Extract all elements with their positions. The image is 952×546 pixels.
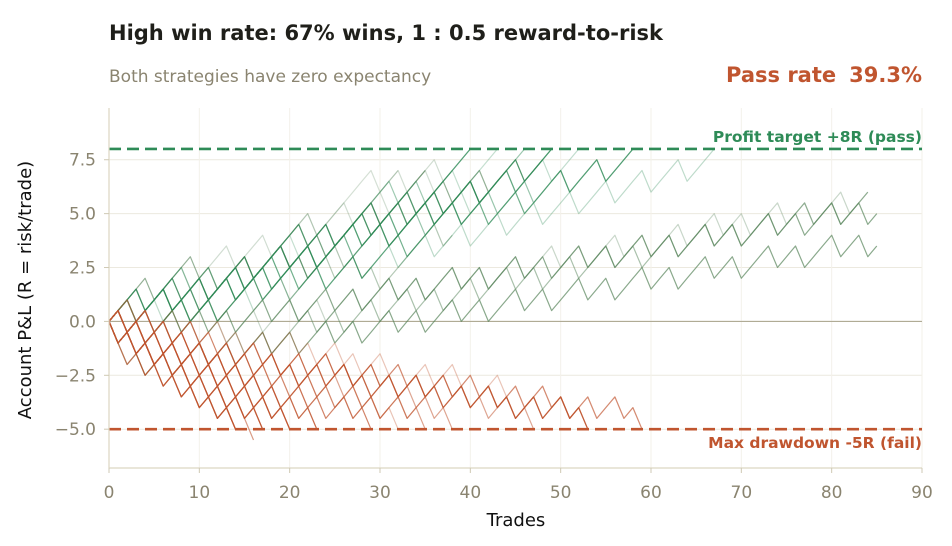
x-tick-label-0: 0 <box>104 483 115 503</box>
y-tick-label-5: 7.5 <box>69 151 96 171</box>
x-tick-label-1: 10 <box>189 483 211 503</box>
simulation-path-23 <box>108 310 643 430</box>
x-tick-label-4: 40 <box>460 483 482 503</box>
pass-rate-value: 39.3% <box>849 63 922 87</box>
simulation-paths <box>108 148 878 441</box>
y-tick-label-2: 0.0 <box>69 312 96 332</box>
x-tick-label-6: 60 <box>640 483 662 503</box>
simulation-path-47 <box>108 321 264 430</box>
x-tick-label-8: 80 <box>821 483 843 503</box>
y-tick-label-1: −2.5 <box>55 366 96 386</box>
axes <box>104 108 923 473</box>
x-tick-label-9: 90 <box>911 483 933 503</box>
simulation-path-22 <box>108 234 878 376</box>
chart-title: High win rate: 67% wins, 1 : 0.5 reward-… <box>109 21 664 45</box>
x-tick-label-2: 20 <box>279 483 301 503</box>
simulation-path-28 <box>108 310 589 430</box>
simulation-path-15 <box>108 148 553 333</box>
y-tick-labels: −5.0 −2.5 0.0 2.5 5.0 7.5 <box>55 151 96 440</box>
y-tick-label-3: 2.5 <box>69 259 96 279</box>
simulation-path-13 <box>108 148 553 333</box>
x-tick-label-5: 50 <box>550 483 572 503</box>
x-axis-label: Trades <box>486 510 546 531</box>
simulation-path-17 <box>108 148 634 322</box>
y-axis-label: Account P&L (R = risk/trade) <box>15 161 36 419</box>
simulation-path-5 <box>108 170 507 333</box>
simulation-path-20 <box>108 191 869 376</box>
y-tick-label-0: −5.0 <box>55 420 96 440</box>
pass-rate: Pass rate 39.3% <box>726 63 922 87</box>
x-tick-label-3: 30 <box>369 483 391 503</box>
simulation-path-14 <box>108 148 553 322</box>
simulation-path-36 <box>108 310 237 430</box>
y-tick-label-4: 5.0 <box>69 205 96 225</box>
x-tick-label-7: 70 <box>731 483 753 503</box>
pass-rate-label: Pass rate <box>726 63 836 87</box>
simulation-path-10 <box>108 148 471 322</box>
chart-subtitle: Both strategies have zero expectancy <box>109 67 431 87</box>
profit-target-label: Profit target +8R (pass) <box>713 128 922 146</box>
simulation-path-42 <box>108 310 237 430</box>
reference-lines <box>109 147 922 431</box>
simulation-path-12 <box>108 148 580 344</box>
simulation-path-49 <box>108 310 318 430</box>
simulation-path-25 <box>108 310 589 430</box>
simulation-path-18 <box>108 148 715 344</box>
max-drawdown-label: Max drawdown -5R (fail) <box>708 434 922 452</box>
x-tick-labels: 0 10 20 30 40 50 60 70 80 90 <box>104 483 933 503</box>
simulation-path-39 <box>108 310 264 430</box>
simulation-path-4 <box>108 169 489 322</box>
simulation-path-21 <box>108 191 869 355</box>
